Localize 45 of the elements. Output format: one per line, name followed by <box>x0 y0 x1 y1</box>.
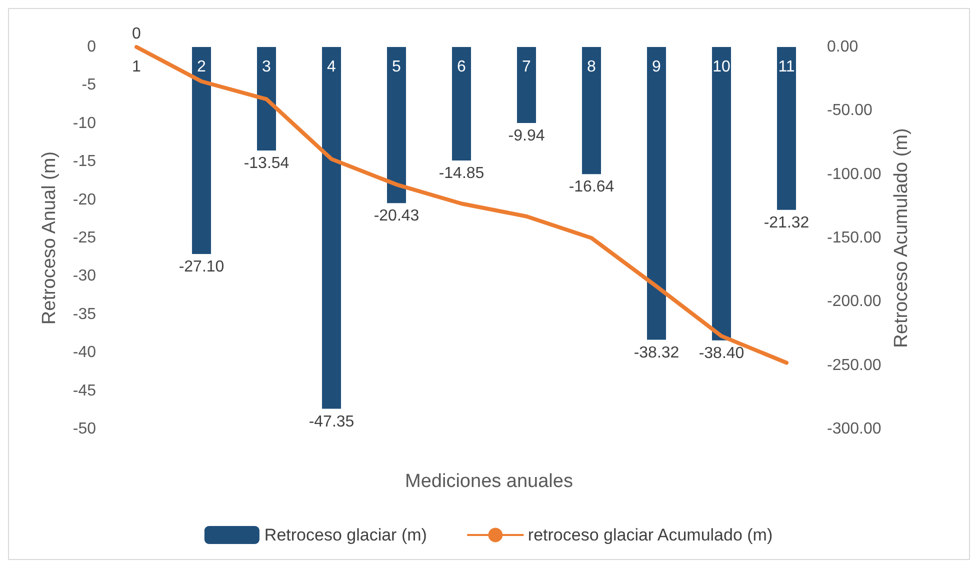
x-tick-label: 6 <box>457 58 466 76</box>
data-label: -13.54 <box>244 154 290 172</box>
data-label: -21.32 <box>764 214 810 232</box>
y-tick-label: -20 <box>72 191 96 208</box>
y-tick-label: 0 <box>87 38 96 56</box>
x-tick-label: 9 <box>652 58 662 76</box>
x-axis-title: Mediciones anuales <box>405 471 573 492</box>
x-tick-label: 2 <box>197 58 206 76</box>
y2-tick-label: -150.00 <box>827 230 882 246</box>
y2-tick-label: -300.00 <box>827 420 882 438</box>
y2-tick-label: -100.00 <box>827 166 882 183</box>
y-tick-label: -30 <box>72 268 96 285</box>
y-tick-label: -40 <box>72 344 96 362</box>
x-tick-label: 4 <box>327 58 336 76</box>
y-axis-title: Retroceso Anual (m) <box>39 151 60 325</box>
y-tick-label: -15 <box>72 153 96 170</box>
legend-label: retroceso glaciar Acumulado (m) <box>528 526 773 544</box>
x-tick-label: 10 <box>712 58 730 76</box>
data-label: -9.94 <box>508 127 545 144</box>
x-tick-label: 1 <box>132 58 142 76</box>
data-label: -27.10 <box>178 258 224 276</box>
y-tick-label: -5 <box>82 76 96 94</box>
data-label: -14.85 <box>438 164 484 182</box>
y-tick-label: -25 <box>72 230 96 246</box>
x-tick-label: 8 <box>587 58 596 76</box>
y2-tick-label: -250.00 <box>827 356 882 374</box>
x-tick-label: 7 <box>522 58 532 76</box>
y-tick-label: -45 <box>72 382 96 400</box>
legend-label: Retroceso glaciar (m) <box>264 526 427 544</box>
data-label: -38.32 <box>634 344 680 362</box>
data-label: -16.64 <box>568 178 614 196</box>
y-tick-label: -35 <box>72 306 96 323</box>
data-label: -47.35 <box>308 413 354 430</box>
y-tick-label: -10 <box>72 114 96 132</box>
data-label: 0 <box>132 26 142 42</box>
y2-tick-label: -50.00 <box>827 102 872 120</box>
data-label: -20.43 <box>374 208 420 225</box>
y2-tick-label: 0.00 <box>827 38 858 56</box>
x-tick-label: 3 <box>262 58 272 76</box>
y-tick-label: -50 <box>72 420 96 438</box>
data-label: -38.40 <box>698 344 744 362</box>
y2-tick-label: -200.00 <box>827 293 882 310</box>
y2-axis-title: Retroceso Acumulado (m) <box>891 128 912 348</box>
x-tick-label: 5 <box>392 58 402 76</box>
x-tick-label: 11 <box>778 58 795 76</box>
